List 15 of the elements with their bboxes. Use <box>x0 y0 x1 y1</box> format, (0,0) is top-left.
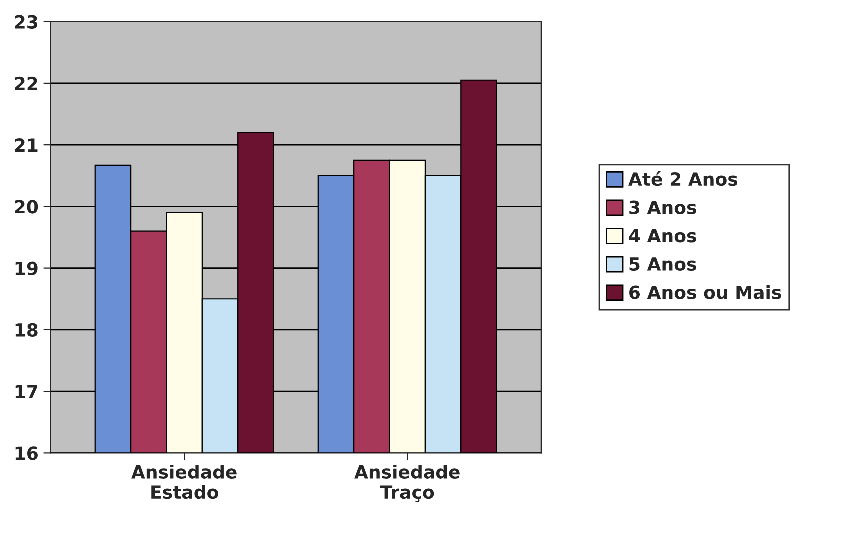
x-tick-label: Ansiedade Traço <box>354 464 460 502</box>
y-tick-label: 23 <box>15 15 38 29</box>
legend-label: 3 Anos <box>630 200 696 214</box>
y-tick-label: 20 <box>15 200 38 214</box>
y-tick-label: 18 <box>16 323 38 338</box>
legend-label: 5 Anos <box>630 258 696 272</box>
y-tick-label: 19 <box>16 262 38 276</box>
legend-label: Até 2 Anos <box>628 171 738 186</box>
y-tick-label: 21 <box>15 138 38 152</box>
x-tick-label: Ansiedade Estado <box>132 464 237 500</box>
legend-label: 4 Anos <box>629 229 696 243</box>
y-tick-label: 22 <box>15 76 38 90</box>
y-tick-label: 17 <box>16 385 38 398</box>
legend-label: 6 Anos ou Mais <box>630 285 782 300</box>
y-tick-label: 16 <box>16 446 38 460</box>
